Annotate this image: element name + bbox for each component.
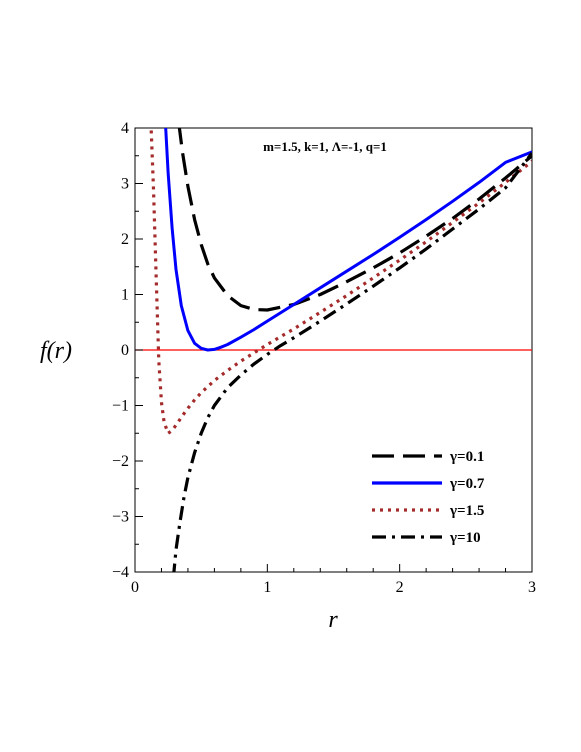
y-tick-label: 1 [121,287,129,304]
x-tick-label: 1 [263,579,271,596]
y-tick-label: −1 [112,398,129,415]
legend: γ=0.1 γ=0.7 γ=1.5 γ=10 [372,449,485,546]
legend-label-3: γ=1.5 [449,503,484,519]
chart-annotation: m=1.5, k=1, Λ=-1, q=1 [263,139,387,154]
y-tick-label: −2 [112,453,129,470]
y-tick-label: −4 [112,564,129,581]
y-tick-label: −3 [112,509,129,526]
legend-label-2: γ=0.7 [449,476,485,492]
series-line-2 [164,128,532,352]
y-axis-ticks: −4 −3 −2 −1 0 1 2 3 4 [112,120,143,581]
x-tick-label: 3 [528,579,536,596]
x-axis-title: r [328,607,338,633]
y-tick-label: 2 [121,231,129,248]
legend-label-4: γ=10 [449,530,481,546]
series-layer [149,128,532,572]
y-tick-label: 3 [121,176,129,193]
x-tick-label: 2 [396,579,404,596]
y-axis-title: f(r) [40,338,72,364]
y-tick-label: 0 [121,342,129,359]
x-axis-ticks: 0 1 2 3 [131,564,536,596]
series-line-4 [172,152,532,572]
y-tick-label: 4 [121,120,129,137]
series-line-1 [177,128,532,312]
x-tick-label: 0 [131,579,139,596]
series-line-3 [149,128,532,435]
legend-label-1: γ=0.1 [449,449,484,465]
